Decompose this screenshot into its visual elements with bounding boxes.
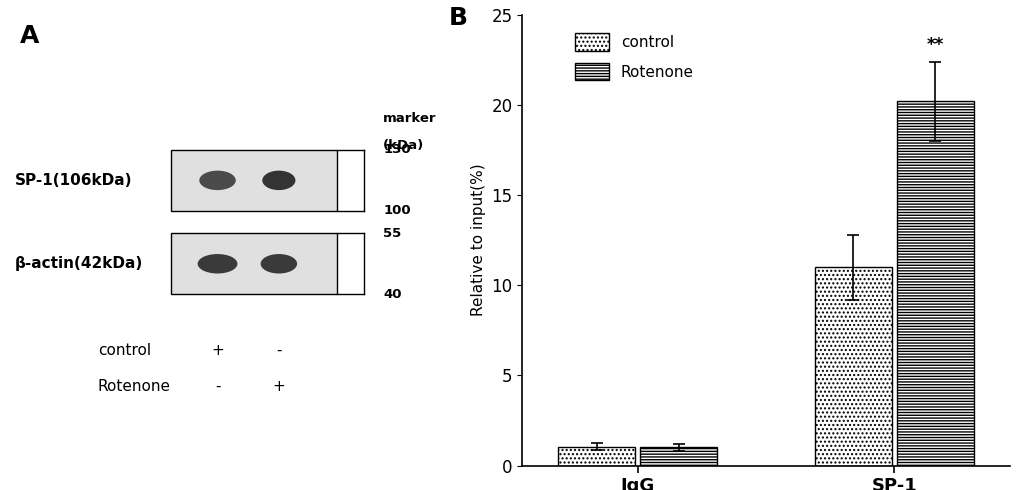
Ellipse shape: [262, 171, 296, 190]
Bar: [814, 267, 891, 466]
Text: Rotenone: Rotenone: [98, 379, 171, 394]
Text: (kDa): (kDa): [383, 139, 424, 152]
Text: -: -: [276, 343, 281, 358]
Text: 100: 100: [383, 204, 411, 217]
Text: marker: marker: [383, 112, 436, 125]
Y-axis label: Relative to input(%): Relative to input(%): [471, 164, 485, 317]
Bar: [171, 233, 336, 294]
Text: 130: 130: [383, 144, 411, 156]
Ellipse shape: [261, 254, 297, 273]
Text: control: control: [98, 343, 151, 358]
Bar: [640, 447, 716, 465]
Text: -: -: [215, 379, 220, 394]
Text: A: A: [20, 24, 40, 48]
Bar: [557, 446, 635, 466]
Text: 55: 55: [383, 227, 401, 240]
Text: +: +: [272, 379, 285, 394]
Text: SP-1(106kDa): SP-1(106kDa): [15, 173, 132, 188]
Bar: [896, 101, 973, 466]
Bar: [171, 150, 336, 211]
Ellipse shape: [198, 254, 237, 273]
Text: **: **: [926, 36, 943, 54]
Text: B: B: [448, 6, 468, 30]
Text: 40: 40: [383, 288, 401, 301]
Ellipse shape: [199, 171, 235, 190]
Legend: control, Rotenone: control, Rotenone: [569, 27, 699, 87]
Text: β-actin(42kDa): β-actin(42kDa): [15, 256, 144, 271]
Text: +: +: [211, 343, 224, 358]
